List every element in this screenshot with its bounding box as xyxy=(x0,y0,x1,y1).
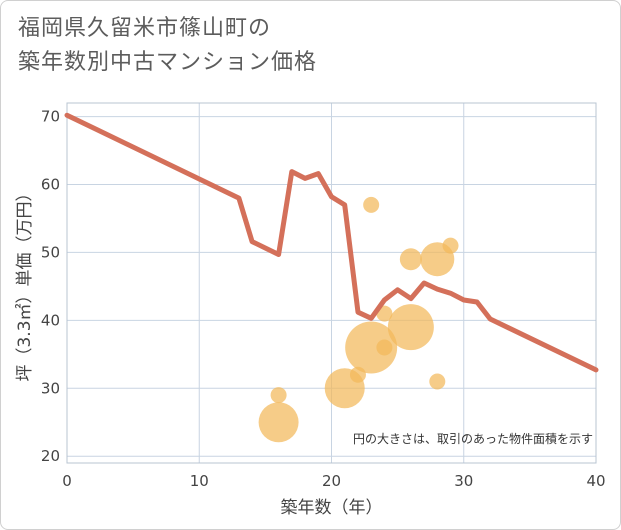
bubble-point xyxy=(270,387,287,404)
y-tick-label: 60 xyxy=(41,176,60,194)
x-tick-label: 30 xyxy=(454,472,473,490)
plot-border xyxy=(66,102,597,464)
x-tick-label: 40 xyxy=(586,472,605,490)
y-tick-label: 70 xyxy=(41,108,60,126)
x-tick-label: 0 xyxy=(62,472,72,490)
y-tick-label: 30 xyxy=(41,379,60,397)
bubble-point xyxy=(442,237,459,254)
bubble-point xyxy=(258,402,299,443)
x-tick-label: 20 xyxy=(322,472,341,490)
bubble-point xyxy=(345,321,398,374)
price-line xyxy=(64,112,599,373)
y-tick-label: 40 xyxy=(41,311,60,329)
y-tick-label: 20 xyxy=(41,447,60,465)
y-tick-label: 50 xyxy=(41,243,60,261)
bubble-size-note: 円の大きさは、取引のあった物件面積を示す xyxy=(353,431,593,446)
x-axis-label: 築年数（年） xyxy=(281,498,383,518)
bubble-point xyxy=(399,248,422,271)
chart-title: 福岡県久留米市篠山町の 築年数別中古マンション価格 xyxy=(18,12,317,80)
bubble-point xyxy=(387,304,434,351)
bubble-point xyxy=(429,373,446,390)
bubble-point xyxy=(363,196,380,213)
title-line-2: 築年数別中古マンション価格 xyxy=(18,50,318,75)
x-tick-label: 10 xyxy=(190,472,209,490)
title-line-1: 福岡県久留米市篠山町の xyxy=(18,16,272,41)
bubble-point xyxy=(376,339,393,356)
y-axis-label: 坪（3.3㎡）単価（万円） xyxy=(15,184,35,381)
